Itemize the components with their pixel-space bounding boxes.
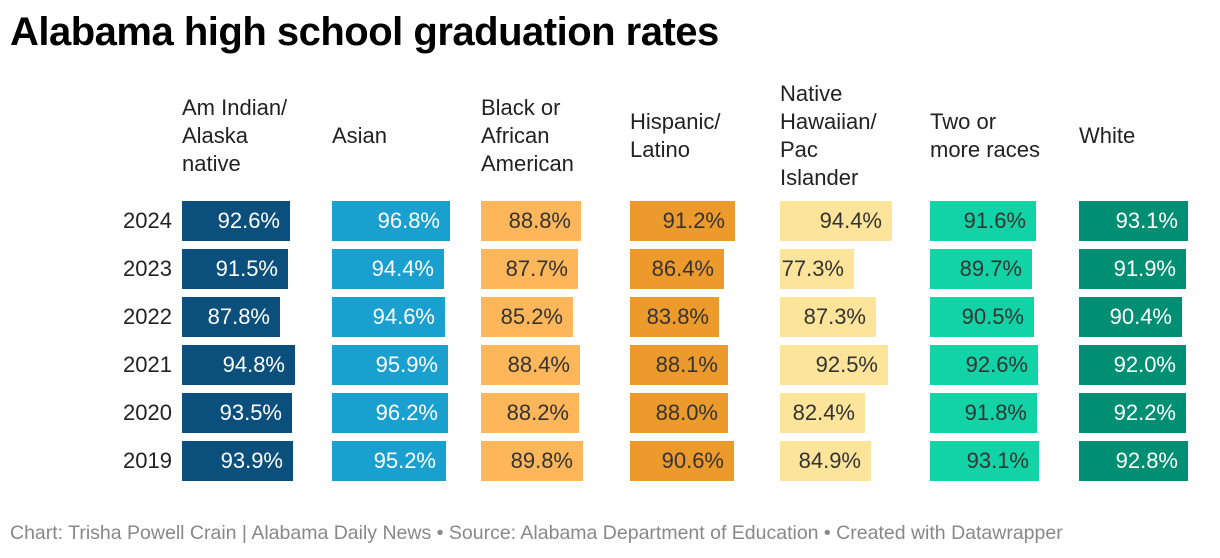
- bar-native-hawaiian-pac-islander-2021: 92.5%: [780, 345, 888, 385]
- bar-am-indian-alaska-native-2022: 87.8%: [182, 297, 280, 337]
- bar-black-or-african-american-2021: 88.4%: [481, 345, 580, 385]
- bar-asian-2023: 94.4%: [332, 249, 444, 289]
- bar-native-hawaiian-pac-islander-2022: 87.3%: [780, 297, 876, 337]
- bar-black-or-african-american-2022: 85.2%: [481, 297, 573, 337]
- bar-native-hawaiian-pac-islander-2020: 82.4%: [780, 393, 865, 433]
- bar-two-or-more-races-2023: 89.7%: [930, 249, 1032, 289]
- bar-hispanic-latino-2024: 91.2%: [630, 201, 735, 241]
- bar-asian-2022: 94.6%: [332, 297, 445, 337]
- bar-two-or-more-races-2021: 92.6%: [930, 345, 1038, 385]
- bar-black-or-african-american-2020: 88.2%: [481, 393, 579, 433]
- bar-asian-2021: 95.9%: [332, 345, 448, 385]
- column-header-two-or-more-races: Two or more races: [930, 109, 1041, 162]
- bar-black-or-african-american-2024: 88.8%: [481, 201, 581, 241]
- year-label-2021: 2021: [123, 352, 172, 377]
- bar-am-indian-alaska-native-2019: 93.9%: [182, 441, 293, 481]
- column-header-asian: Asian: [332, 123, 388, 148]
- column-header-am-indian-alaska-native: Am Indian/ Alaska native: [182, 95, 288, 176]
- bar-two-or-more-races-2020: 91.8%: [930, 393, 1037, 433]
- bar-am-indian-alaska-native-2023: 91.5%: [182, 249, 288, 289]
- bar-am-indian-alaska-native-2020: 93.5%: [182, 393, 292, 433]
- bar-white-2020: 92.2%: [1079, 393, 1186, 433]
- bar-asian-2024: 96.8%: [332, 201, 450, 241]
- bar-white-2023: 91.9%: [1079, 249, 1186, 289]
- bar-black-or-african-american-2023: 87.7%: [481, 249, 578, 289]
- bar-native-hawaiian-pac-islander-2019: 84.9%: [780, 441, 871, 481]
- year-label-2019: 2019: [123, 448, 172, 473]
- bar-white-2019: 92.8%: [1079, 441, 1188, 481]
- year-label-2024: 2024: [123, 208, 172, 233]
- bar-native-hawaiian-pac-islander-2024: 94.4%: [780, 201, 892, 241]
- column-header-black-or-african-american: Black or African American: [481, 95, 574, 176]
- bar-native-hawaiian-pac-islander-2023: 77.3%: [780, 249, 854, 289]
- column-header-hispanic-latino: Hispanic/ Latino: [630, 109, 721, 162]
- bar-hispanic-latino-2021: 88.1%: [630, 345, 728, 385]
- year-label-2022: 2022: [123, 304, 172, 329]
- chart-title: Alabama high school graduation rates: [10, 10, 719, 54]
- bar-hispanic-latino-2023: 86.4%: [630, 249, 724, 289]
- bar-hispanic-latino-2022: 83.8%: [630, 297, 719, 337]
- year-label-2020: 2020: [123, 400, 172, 425]
- bar-two-or-more-races-2022: 90.5%: [930, 297, 1034, 337]
- bar-black-or-african-american-2019: 89.8%: [481, 441, 583, 481]
- bar-two-or-more-races-2019: 93.1%: [930, 441, 1039, 481]
- bar-white-2024: 93.1%: [1079, 201, 1188, 241]
- bar-white-2022: 90.4%: [1079, 297, 1182, 337]
- bar-two-or-more-races-2024: 91.6%: [930, 201, 1036, 241]
- bar-hispanic-latino-2020: 88.0%: [630, 393, 728, 433]
- year-label-2023: 2023: [123, 256, 172, 281]
- bar-am-indian-alaska-native-2024: 92.6%: [182, 201, 290, 241]
- column-header-white: White: [1079, 123, 1136, 148]
- bar-am-indian-alaska-native-2021: 94.8%: [182, 345, 295, 385]
- bar-asian-2019: 95.2%: [332, 441, 446, 481]
- bar-asian-2020: 96.2%: [332, 393, 448, 433]
- bar-white-2021: 92.0%: [1079, 345, 1186, 385]
- chart-footer: Chart: Trisha Powell Crain | Alabama Dai…: [10, 522, 1063, 544]
- column-header-native-hawaiian-pac-islander: Native Hawaiian/ Pac Islander: [780, 81, 877, 190]
- bar-hispanic-latino-2019: 90.6%: [630, 441, 734, 481]
